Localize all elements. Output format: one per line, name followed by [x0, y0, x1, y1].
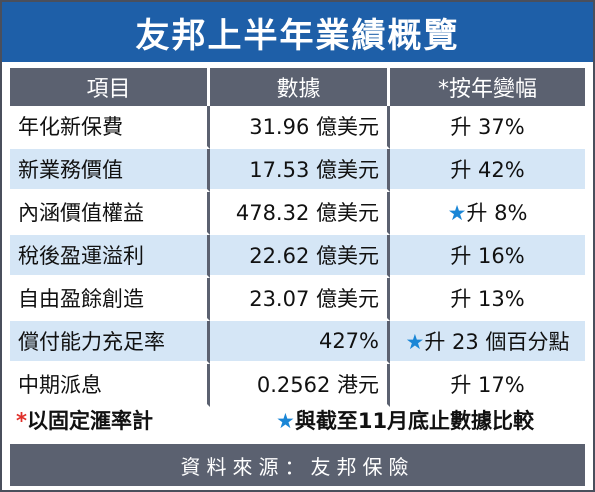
header-change: *按年變幅 [390, 68, 585, 106]
row-value: 31.96 億美元 [210, 106, 390, 149]
row-item: 稅後盈運溢利 [10, 235, 210, 278]
row-change-text: 升 37% [450, 115, 525, 139]
row-change: 升 42% [390, 149, 585, 192]
row-value: 0.2562 港元 [210, 364, 390, 407]
star-icon: ★ [405, 330, 425, 354]
row-change: ★升 8% [390, 192, 585, 235]
footnote-fixed-rate: *以固定滙率計 [10, 405, 276, 435]
title-bar: 友邦上半年業績概覽 [2, 2, 593, 62]
header-value: 數據 [210, 68, 390, 106]
source-credit: 資料來源：友邦保險 [180, 454, 415, 479]
asterisk-icon: * [16, 409, 27, 433]
table-row: 中期派息 0.2562 港元 升 17% [10, 364, 585, 407]
table-row: 新業務價值 17.53 億美元 升 42% [10, 149, 585, 192]
table-row: 年化新保費 31.96 億美元 升 37% [10, 106, 585, 149]
row-item: 自由盈餘創造 [10, 278, 210, 321]
star-icon: ★ [276, 409, 295, 433]
row-change: 升 17% [390, 364, 585, 407]
row-change: 升 16% [390, 235, 585, 278]
table-row: 償付能力充足率 427% ★升 23 個百分點 [10, 321, 585, 364]
row-change: ★升 23 個百分點 [390, 321, 585, 364]
footnotes: *以固定滙率計 ★與截至11月底止數據比較 [10, 401, 585, 439]
row-value: 17.53 億美元 [210, 149, 390, 192]
source-bar: 資料來源：友邦保險 [10, 444, 585, 486]
row-change: 升 37% [390, 106, 585, 149]
row-change-text: 升 42% [450, 158, 525, 182]
header-item: 項目 [10, 68, 210, 106]
row-change: 升 13% [390, 278, 585, 321]
results-table: 項目 數據 *按年變幅 年化新保費 31.96 億美元 升 37% 新業務價值 … [10, 68, 585, 407]
row-change-text: 升 13% [450, 287, 525, 311]
table-row: 內涵價值權益 478.32 億美元 ★升 8% [10, 192, 585, 235]
footnote-fixed-rate-text: 以固定滙率計 [26, 409, 153, 433]
table-header-row: 項目 數據 *按年變幅 [10, 68, 585, 106]
row-change-text: 升 17% [450, 373, 525, 397]
star-icon: ★ [447, 201, 467, 225]
row-item: 內涵價值權益 [10, 192, 210, 235]
row-item: 新業務價值 [10, 149, 210, 192]
row-value: 427% [210, 321, 390, 364]
table-row: 自由盈餘創造 23.07 億美元 升 13% [10, 278, 585, 321]
row-item: 年化新保費 [10, 106, 210, 149]
footnote-comparison: ★與截至11月底止數據比較 [276, 405, 585, 435]
row-change-text: 升 23 個百分點 [424, 330, 570, 354]
row-value: 23.07 億美元 [210, 278, 390, 321]
row-change-text: 升 16% [450, 244, 525, 268]
row-item: 中期派息 [10, 364, 210, 407]
row-value: 22.62 億美元 [210, 235, 390, 278]
footnote-comparison-text: 與截至11月底止數據比較 [294, 409, 535, 433]
table-row: 稅後盈運溢利 22.62 億美元 升 16% [10, 235, 585, 278]
row-value: 478.32 億美元 [210, 192, 390, 235]
row-item: 償付能力充足率 [10, 321, 210, 364]
page-title: 友邦上半年業績概覽 [135, 15, 460, 56]
row-change-text: 升 8% [466, 201, 528, 225]
